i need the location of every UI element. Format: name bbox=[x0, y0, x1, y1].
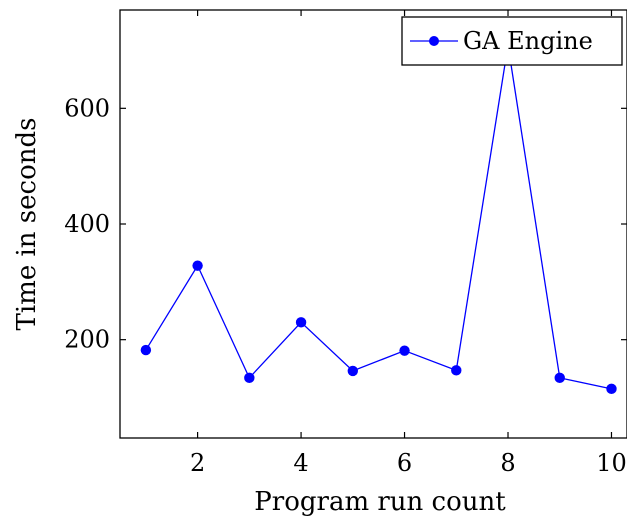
y-tick-label: 400 bbox=[64, 210, 110, 238]
x-tick-label: 8 bbox=[500, 449, 515, 477]
y-tick-label: 600 bbox=[64, 94, 110, 122]
series-line-0 bbox=[145, 45, 612, 390]
data-point bbox=[192, 260, 203, 271]
x-tick-label: 10 bbox=[596, 449, 627, 477]
x-axis-ticks: 2 4 6 8 10 bbox=[190, 10, 627, 477]
data-point bbox=[140, 344, 152, 356]
legend-marker bbox=[429, 36, 439, 46]
legend-label-ga-engine: GA Engine bbox=[463, 27, 593, 55]
x-tick-label: 6 bbox=[397, 449, 412, 477]
legend: GA Engine bbox=[401, 16, 623, 66]
data-point bbox=[244, 372, 255, 384]
x-tick-label: 4 bbox=[293, 449, 308, 477]
data-point bbox=[606, 383, 617, 395]
y-tick-label: 200 bbox=[64, 326, 110, 354]
y-axis-ticks: 200 400 600 bbox=[64, 94, 627, 354]
data-point bbox=[451, 365, 462, 376]
plot-frame bbox=[119, 9, 627, 439]
y-axis-label: Time in seconds bbox=[12, 118, 42, 331]
data-point bbox=[295, 317, 307, 328]
x-tick-label: 2 bbox=[190, 449, 205, 477]
data-point bbox=[554, 372, 565, 384]
x-axis-label: Program run count bbox=[254, 487, 506, 517]
data-point bbox=[399, 345, 410, 356]
data-point bbox=[347, 365, 359, 377]
series-layer bbox=[140, 40, 617, 395]
